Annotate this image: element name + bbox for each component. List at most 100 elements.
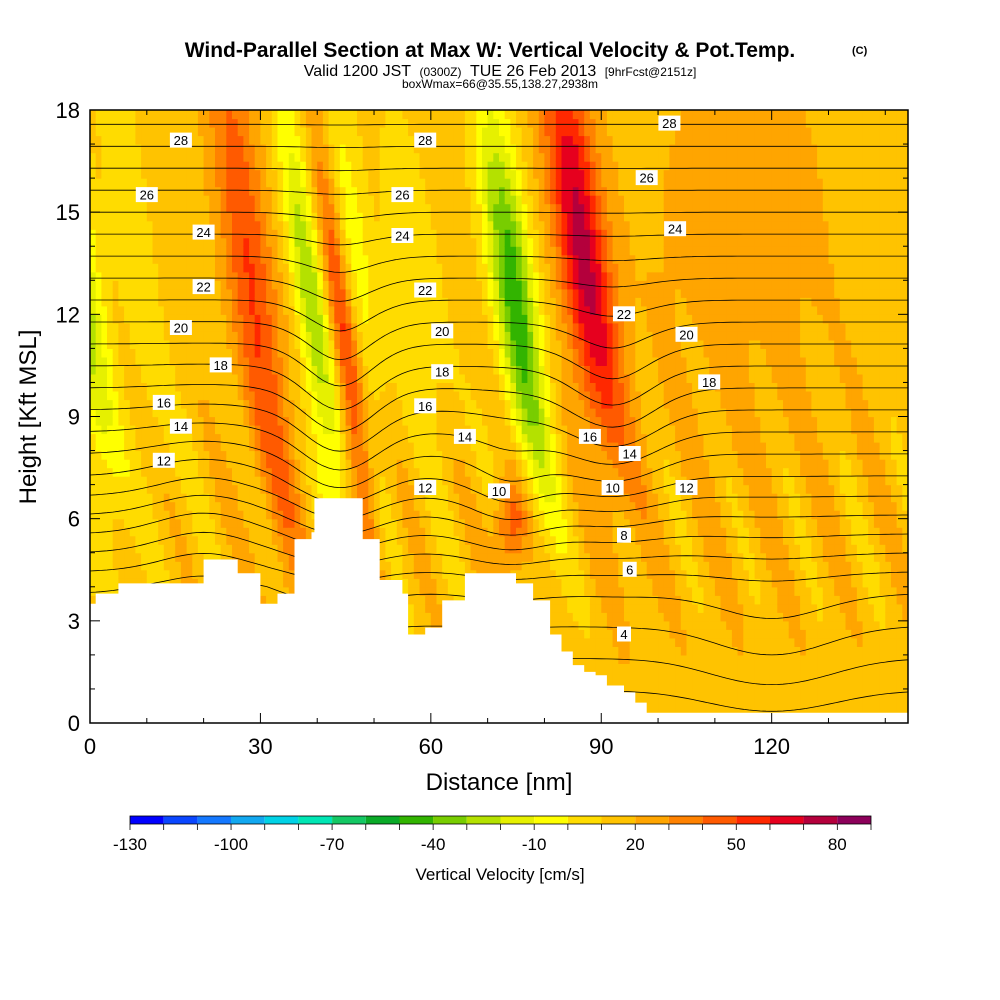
velocity-cell: [413, 127, 421, 137]
velocity-cell: [402, 382, 409, 392]
velocity-cell: [300, 110, 307, 120]
velocity-cell: [453, 297, 460, 307]
velocity-cell: [305, 356, 313, 366]
velocity-cell: [430, 450, 438, 460]
velocity-cell: [408, 544, 415, 554]
velocity-cell: [277, 331, 284, 341]
velocity-cell: [374, 271, 381, 281]
velocity-cell: [391, 297, 398, 307]
velocity-cell: [107, 212, 114, 222]
velocity-cell: [374, 212, 381, 222]
velocity-cell: [95, 408, 102, 418]
velocity-cell: [146, 476, 154, 486]
velocity-cell: [163, 518, 171, 528]
velocity-cell: [101, 399, 108, 409]
velocity-cell: [95, 178, 102, 188]
velocity-cell: [305, 110, 313, 120]
velocity-cell: [391, 416, 398, 426]
velocity-cell: [175, 561, 182, 571]
velocity-cell: [152, 135, 159, 145]
velocity-cell: [129, 425, 137, 435]
velocity-cell: [283, 135, 290, 145]
velocity-cell: [374, 442, 381, 452]
velocity-cell: [215, 493, 222, 503]
velocity-cell: [101, 288, 108, 298]
velocity-cell: [294, 484, 301, 494]
velocity-cell: [101, 382, 108, 392]
velocity-cell: [266, 212, 273, 222]
velocity-cell: [430, 271, 438, 281]
velocity-cell: [328, 237, 335, 247]
velocity-cell: [243, 561, 250, 571]
velocity-cell: [442, 288, 449, 298]
velocity-cell: [163, 331, 171, 341]
velocity-cell: [345, 110, 352, 120]
velocity-cell: [283, 365, 290, 375]
velocity-cell: [362, 288, 369, 298]
velocity-cell: [425, 118, 432, 128]
velocity-cell: [197, 212, 205, 222]
velocity-cell: [226, 212, 233, 222]
velocity-cell: [334, 135, 341, 145]
velocity-cell: [396, 442, 404, 452]
velocity-cell: [408, 425, 415, 435]
velocity-cell: [186, 552, 193, 562]
velocity-cell: [129, 263, 137, 273]
velocity-cell: [124, 578, 131, 588]
velocity-cell: [271, 373, 279, 383]
subtitle-fcst: [9hrFcst@2151z]: [605, 65, 697, 79]
velocity-cell: [447, 127, 455, 137]
velocity-cell: [129, 561, 137, 571]
velocity-cell: [215, 527, 222, 537]
velocity-cell: [175, 518, 182, 528]
velocity-cell: [141, 246, 148, 256]
velocity-cell: [237, 510, 244, 520]
velocity-cell: [118, 373, 125, 383]
velocity-cell: [419, 578, 426, 588]
velocity-cell: [141, 408, 148, 418]
velocity-cell: [175, 339, 182, 349]
velocity-cell: [169, 442, 176, 452]
velocity-cell: [345, 476, 352, 486]
velocity-cell: [300, 246, 307, 256]
velocity-cell: [124, 561, 131, 571]
velocity-cell: [283, 425, 290, 435]
velocity-cell: [311, 297, 318, 307]
velocity-cell: [220, 467, 227, 477]
velocity-cell: [419, 544, 426, 554]
velocity-cell: [141, 493, 148, 503]
velocity-cell: [322, 348, 330, 358]
velocity-cell: [158, 382, 165, 392]
velocity-cell: [226, 322, 233, 332]
velocity-cell: [101, 280, 108, 290]
velocity-cell: [197, 263, 205, 273]
velocity-cell: [243, 254, 250, 264]
velocity-cell: [374, 110, 381, 120]
velocity-cell: [237, 305, 244, 315]
velocity-cell: [357, 365, 364, 375]
velocity-cell: [408, 535, 415, 545]
velocity-cell: [339, 161, 347, 171]
velocity-cell: [476, 348, 483, 358]
velocity-cell: [226, 135, 233, 145]
velocity-cell: [129, 314, 137, 324]
velocity-cell: [357, 127, 364, 137]
velocity-cell: [368, 178, 375, 188]
velocity-cell: [192, 459, 199, 469]
velocity-cell: [175, 161, 182, 171]
velocity-cell: [339, 254, 347, 264]
velocity-cell: [459, 365, 466, 375]
velocity-cell: [180, 569, 188, 579]
velocity-cell: [288, 127, 296, 137]
velocity-cell: [391, 288, 398, 298]
velocity-cell: [436, 484, 443, 494]
velocity-cell: [425, 348, 432, 358]
velocity-cell: [436, 391, 443, 401]
velocity-cell: [402, 459, 409, 469]
velocity-cell: [408, 305, 415, 315]
velocity-cell: [459, 391, 466, 401]
velocity-cell: [305, 322, 313, 332]
velocity-cell: [186, 254, 193, 264]
velocity-cell: [192, 527, 199, 537]
velocity-cell: [249, 535, 256, 545]
